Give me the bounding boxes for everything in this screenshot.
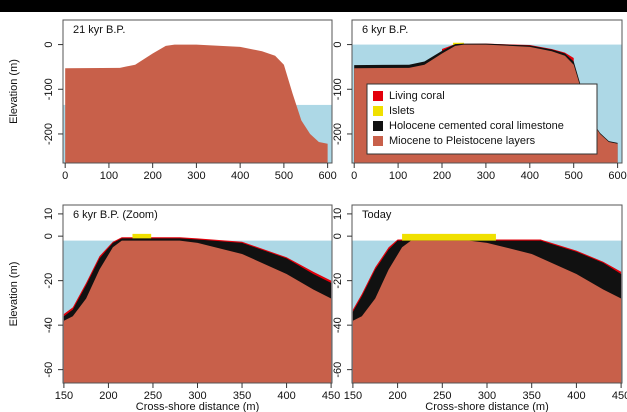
x-tick-label: 450 xyxy=(612,390,627,402)
layer-area xyxy=(65,44,328,163)
x-tick-label: 500 xyxy=(275,170,293,182)
x-tick-label: 200 xyxy=(388,390,406,402)
y-tick-label: -100 xyxy=(43,78,55,100)
x-tick-label: 400 xyxy=(567,390,585,402)
x-tick-label: 400 xyxy=(277,390,295,402)
y-tick-label: -20 xyxy=(43,273,55,289)
legend-label: Holocene cemented coral limestone xyxy=(389,120,564,132)
legend-swatch xyxy=(373,106,383,116)
panel-title: 21 kyr B.P. xyxy=(73,24,125,36)
y-axis-label: Elevation (m) xyxy=(8,262,20,327)
legend-swatch xyxy=(373,91,383,101)
x-axis-label: Cross-shore distance (m) xyxy=(425,401,548,412)
legend-swatch xyxy=(373,121,383,131)
x-tick-label: 200 xyxy=(143,170,161,182)
x-tick-label: 0 xyxy=(351,170,357,182)
y-tick-label: 0 xyxy=(332,233,344,239)
panel-title: Today xyxy=(362,209,392,221)
y-tick-label: -200 xyxy=(43,123,55,145)
x-tick-label: 600 xyxy=(608,170,626,182)
legend-box xyxy=(366,83,598,155)
y-axis-label: Elevation (m) xyxy=(8,59,20,124)
x-tick-label: 150 xyxy=(344,390,362,402)
plot-frame xyxy=(351,19,623,164)
y-tick-label: -60 xyxy=(332,362,344,378)
y-tick-label: 0 xyxy=(43,233,55,239)
legend-label: Islets xyxy=(389,105,415,117)
y-tick-label: -200 xyxy=(332,123,344,145)
x-tick-label: 100 xyxy=(389,170,407,182)
x-tick-label: 100 xyxy=(100,170,118,182)
x-tick-label: 300 xyxy=(477,170,495,182)
plot-area xyxy=(63,233,332,383)
legend-label: Miocene to Pleistocene layers xyxy=(389,135,536,147)
y-tick-label: 0 xyxy=(332,42,344,48)
x-tick-label: 300 xyxy=(188,390,206,402)
x-tick-label: 0 xyxy=(62,170,68,182)
legend-label: Living coral xyxy=(389,90,445,102)
panel-title: 6 kyr B.P. xyxy=(362,24,408,36)
y-tick-label: 0 xyxy=(43,42,55,48)
layer-area xyxy=(63,240,332,383)
x-axis-label: Cross-shore distance (m) xyxy=(136,401,259,412)
plot-area xyxy=(63,44,332,163)
y-tick-label: -40 xyxy=(332,317,344,333)
x-tick-label: 600 xyxy=(318,170,336,182)
x-tick-label: 450 xyxy=(322,390,340,402)
x-tick-label: 400 xyxy=(231,170,249,182)
x-tick-label: 200 xyxy=(99,390,117,402)
x-tick-label: 350 xyxy=(233,390,251,402)
x-tick-label: 250 xyxy=(433,390,451,402)
x-tick-label: 150 xyxy=(55,390,73,402)
y-tick-label: 10 xyxy=(43,208,55,220)
x-tick-label: 400 xyxy=(521,170,539,182)
x-tick-label: 350 xyxy=(523,390,541,402)
y-tick-label: -60 xyxy=(43,362,55,378)
plot-frame xyxy=(62,19,333,164)
x-tick-label: 500 xyxy=(565,170,583,182)
y-tick-label: -20 xyxy=(332,273,344,289)
y-tick-label: -100 xyxy=(332,78,344,100)
legend-swatch xyxy=(373,136,383,146)
panel-title: 6 kyr B.P. (Zoom) xyxy=(73,209,158,221)
x-tick-label: 200 xyxy=(433,170,451,182)
y-tick-label: -40 xyxy=(43,317,55,333)
top-bar xyxy=(0,0,627,12)
layer-area xyxy=(352,240,622,383)
y-tick-label: 10 xyxy=(332,208,344,220)
x-tick-label: 300 xyxy=(187,170,205,182)
plot-area xyxy=(352,233,622,383)
x-tick-label: 300 xyxy=(478,390,496,402)
x-tick-label: 250 xyxy=(144,390,162,402)
